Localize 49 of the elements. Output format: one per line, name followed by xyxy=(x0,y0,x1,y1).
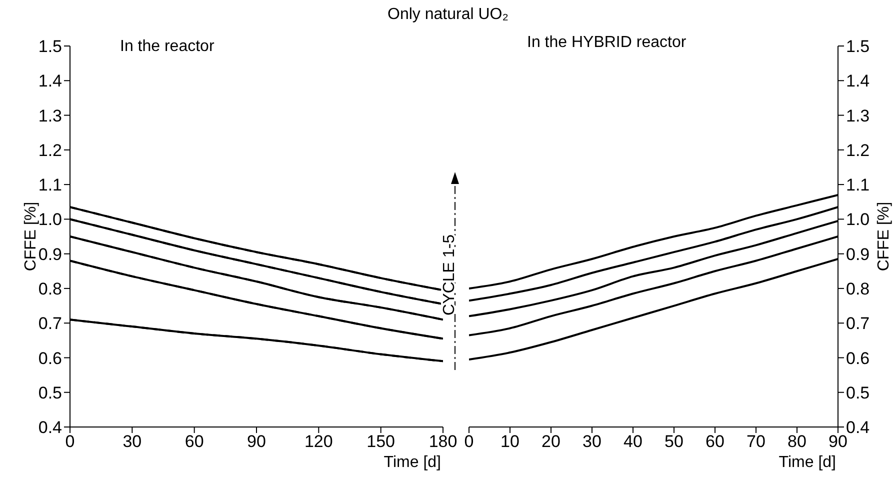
x-tick-label: 60 xyxy=(706,432,724,452)
x-tick-label: 120 xyxy=(304,432,333,452)
y2-tick-label: 1.5 xyxy=(846,37,870,56)
y-tick-label: 1.5 xyxy=(38,37,62,56)
y-tick-label: 0.8 xyxy=(38,279,62,298)
x-tick-label: 30 xyxy=(582,432,602,452)
y2-tick-label: 0.5 xyxy=(846,383,870,402)
y-tick-label: 1.3 xyxy=(38,106,62,126)
annotation: CYCLE 1-5 xyxy=(441,234,458,316)
y2-tick-label: 1.2 xyxy=(846,140,870,160)
x-axis-title: Time [d] xyxy=(384,454,441,471)
y-axis-title: CFFE [%] xyxy=(22,202,40,272)
x-tick-label: 20 xyxy=(542,432,560,452)
y-tick-label: 0.9 xyxy=(38,244,62,264)
x-tick-label: 90 xyxy=(828,432,848,452)
y-tick-label: 1.1 xyxy=(38,176,62,195)
x-tick-label: 40 xyxy=(624,432,642,452)
y-tick-label: 1.4 xyxy=(38,72,62,91)
y2-tick-label: 0.8 xyxy=(846,279,870,298)
chart-title: Only natural UO₂ xyxy=(386,6,510,24)
x-axis-title: Time [d] xyxy=(778,454,836,471)
y2-tick-label: 0.7 xyxy=(846,314,870,334)
y2-tick-label: 1.4 xyxy=(846,72,870,91)
y2-tick-label: 0.4 xyxy=(846,418,870,438)
y-tick-label: 1.0 xyxy=(38,210,62,230)
y2-tick-label: 1.0 xyxy=(846,210,870,230)
y-tick-label: 0.4 xyxy=(38,418,62,438)
y2-tick-label: 0.6 xyxy=(846,348,870,368)
y2-tick-label: 1.3 xyxy=(846,106,870,126)
x-tick-label: 70 xyxy=(746,432,766,452)
y2-tick-label: 1.1 xyxy=(846,176,870,195)
x-tick-label: 180 xyxy=(428,432,458,452)
y2-axis-title: CFFE [%] xyxy=(876,202,893,272)
annotation: In the reactor xyxy=(120,38,214,56)
x-tick-label: 150 xyxy=(366,432,396,452)
annotation: In the HYBRID reactor xyxy=(527,34,686,52)
y-tick-label: 0.7 xyxy=(38,314,62,334)
y2-tick-label: 0.9 xyxy=(846,244,870,264)
x-tick-label: 50 xyxy=(664,432,684,452)
x-tick-label: 0 xyxy=(464,432,474,452)
x-tick-label: 90 xyxy=(247,432,266,452)
x-tick-label: 0 xyxy=(65,432,75,452)
x-tick-label: 60 xyxy=(184,432,204,452)
x-tick-label: 30 xyxy=(122,432,142,452)
x-tick-label: 10 xyxy=(500,432,520,452)
y-tick-label: 0.5 xyxy=(38,383,62,402)
x-tick-label: 80 xyxy=(788,432,806,452)
y-tick-label: 0.6 xyxy=(38,348,62,368)
y-tick-label: 1.2 xyxy=(38,140,62,160)
